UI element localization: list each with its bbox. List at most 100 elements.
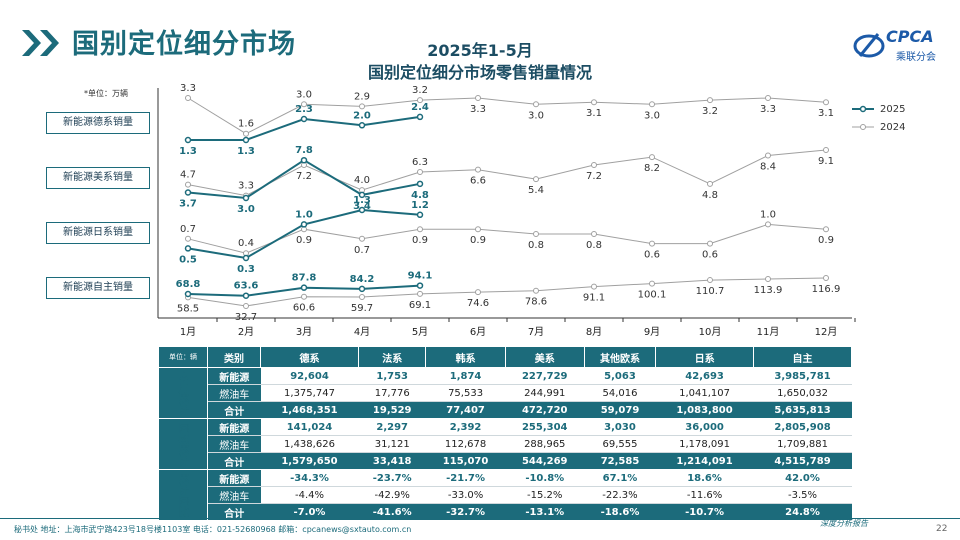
header-american: 美系 [504,346,585,368]
x-tick-label: 5月 [412,326,428,338]
table-row: 合计 1,579,650 33,418 115,070 544,269 72,585 1,2… [159,452,852,470]
point-2024 [591,99,597,106]
point-2024 [765,275,771,282]
data-label-2024: 0.9 [818,235,834,246]
data-label-2024: 3.3 [470,104,486,115]
table-cell: 2,805,908 [753,418,852,436]
table-cell: 1,438,626 [260,435,359,453]
chart-title-line1: 2025年1-5月 [427,41,533,60]
data-label-2024: 4.0 [354,175,370,186]
table-group-label: 累计同比 [158,469,208,521]
table-cell: 75,533 [425,384,506,402]
panel-label-japanese: 新能源日系销量 [46,222,150,244]
table-cell: 31,121 [358,435,426,453]
sales-table: 单位：辆 类别 德系 法系 韩系 美系 其他欧系 日系 自主 本月累计 新能源 92… [158,346,852,521]
point-2025 [358,191,366,199]
table-cell: 2,297 [358,418,426,436]
point-2024 [533,176,539,183]
x-tick-label: 1月 [180,326,196,338]
data-label-2024: 3.2 [702,106,718,117]
point-2024 [765,95,771,101]
table-cell-type: 燃油车 [207,384,261,402]
table-row: 本月累计 新能源 92,604 1,753 1,874 227,729 5,063 42,69… [158,367,852,419]
table-cell: 24.8% [753,503,852,521]
table-cell: 141,024 [260,418,359,436]
data-label-2024: 3.0 [528,110,544,121]
data-label-2025: 4.8 [411,190,429,201]
data-label-2024: 100.1 [638,290,667,301]
table-cell: 1,083,800 [655,401,754,419]
point-2024 [475,289,481,296]
legend-label-2024: 2024 [880,121,906,133]
point-2024 [823,226,829,233]
table-cell: -11.6% [655,486,754,504]
table-cell: -4.4% [260,486,359,504]
table-row: 合计 -7.0% -41.6% -32.7% -13.1% -18.6% -10.7% 24.… [159,503,852,521]
table-cell: -15.2% [505,486,585,504]
table-cell: 3,030 [584,418,656,436]
data-label-2024: 69.1 [409,300,431,311]
data-label-2024: 1.6 [238,119,254,130]
data-label-2025: 87.8 [292,273,317,284]
table-cell: 255,304 [505,418,585,436]
point-2024 [649,101,655,108]
header-other-european: 其他欧系 [583,346,657,368]
point-2025 [300,284,308,291]
point-2024 [417,226,423,233]
table-cell: -22.3% [584,486,656,504]
table-cell: 59,079 [584,401,656,419]
table-cell: 5,063 [584,367,656,385]
table-cell: 4,515,789 [753,452,852,470]
point-2024 [823,147,829,153]
series-2024-line [187,149,827,197]
table-cell: 3,985,781 [753,367,852,385]
table-header-row: 单位：辆 类别 德系 法系 韩系 美系 其他欧系 日系 自主 [158,346,852,368]
table-cell-type: 燃油车 [207,435,261,453]
data-label-2024: 7.2 [296,171,312,182]
point-2024 [475,226,481,233]
table-cell: 33,418 [358,452,426,470]
table-cell: 227,729 [505,367,585,385]
series-2024-line [187,277,827,307]
x-tick-label: 12月 [815,326,838,338]
data-label-2025: 0.3 [237,264,255,275]
point-2024 [475,166,481,173]
point-2025 [300,156,308,164]
table-cell-type: 新能源 [207,469,261,487]
table-cell: 1,041,107 [655,384,754,402]
point-2024 [243,130,249,137]
table-cell: 1,468,351 [260,401,359,419]
point-2025 [416,211,424,219]
data-label-2024: 8.2 [644,163,660,174]
table-row: 合计 1,468,351 19,529 77,407 472,720 59,079 1,08… [159,401,852,419]
data-label-2025: 1.3 [237,146,255,157]
data-label-2024: 6.6 [470,176,486,187]
data-label-2024: 3.3 [238,181,254,192]
point-2024 [185,95,191,101]
data-label-2025: 2.4 [411,102,429,113]
table-cell: -23.7% [358,469,426,487]
table-unit: 单位：辆 [158,346,208,368]
table-cell: 72,585 [584,452,656,470]
table-cell: 42.0% [753,469,852,487]
point-2024 [185,181,191,188]
data-label-2024: 3.1 [818,108,834,119]
point-2025 [416,180,424,188]
table-cell: 54,016 [584,384,656,402]
point-2025 [184,189,192,196]
data-label-2024: 0.9 [470,235,486,246]
chart-title: 2025年1-5月 国别定位细分市场零售销量情况 [300,40,660,84]
point-2024 [533,101,539,108]
cpca-logo: CPCA 乘联分会 [852,26,944,66]
table-cell: -41.6% [358,503,426,521]
chevron-right-icon [22,30,59,56]
table-cell: 5,635,813 [753,401,852,419]
data-label-2025: 7.8 [295,145,313,156]
table-cell-type: 合计 [207,401,261,419]
table-cell: -18.6% [584,503,656,521]
data-label-2024: 32.7 [235,312,257,323]
table-cell: 19,529 [358,401,426,419]
point-2024 [707,97,713,104]
data-label-2024: 6.3 [412,157,428,168]
